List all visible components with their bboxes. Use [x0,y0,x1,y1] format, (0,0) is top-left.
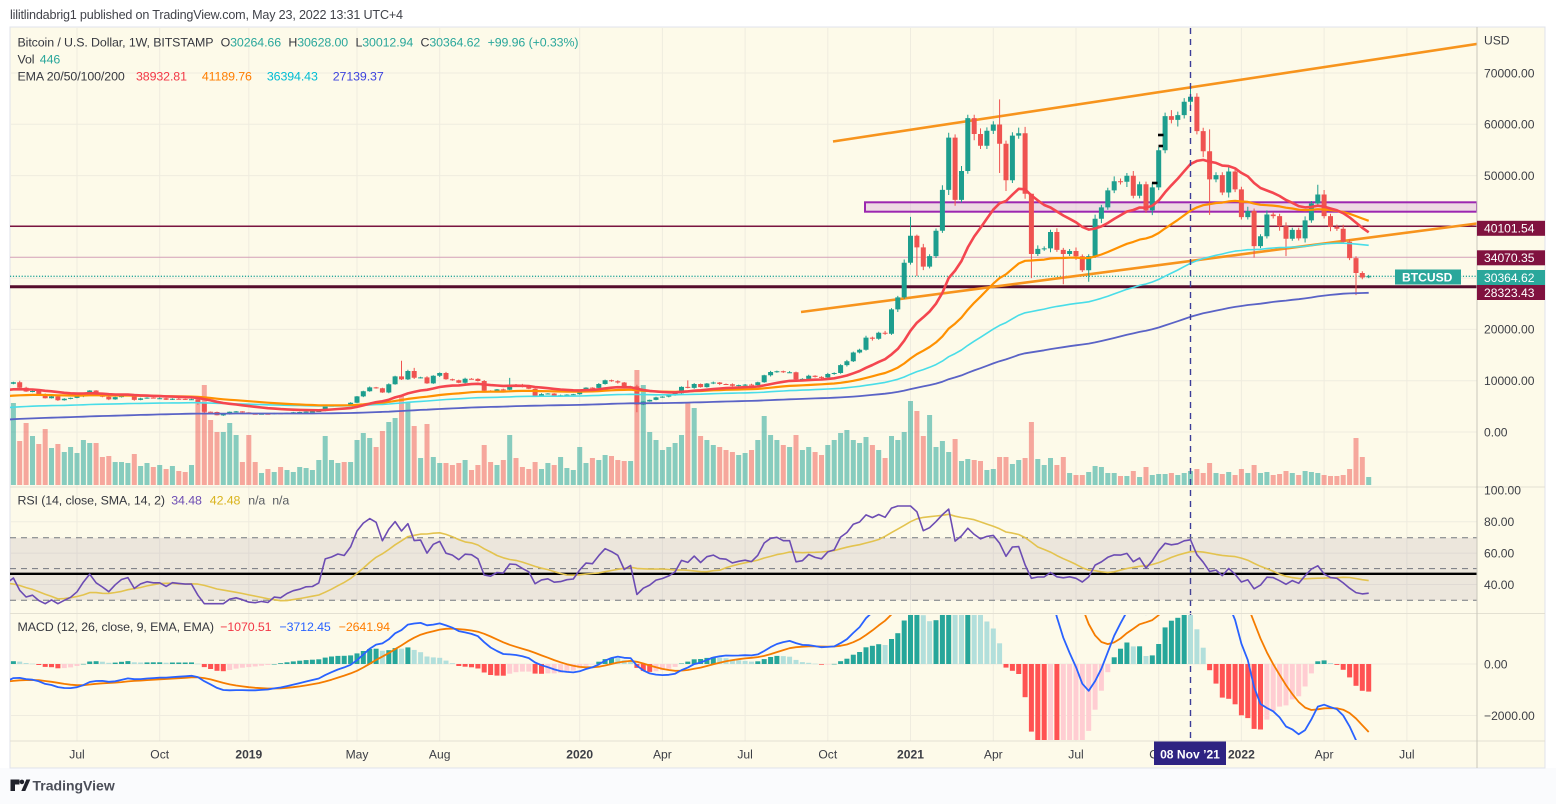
svg-text:80.00: 80.00 [1484,515,1515,529]
svg-text:USD: USD [1484,34,1510,48]
svg-text:60.00: 60.00 [1484,546,1515,560]
svg-text:60000.00: 60000.00 [1484,118,1535,132]
svg-text:Vol 446: Vol 446 [18,53,61,67]
svg-text:Jul: Jul [1399,748,1414,762]
svg-text:Jul: Jul [1068,748,1083,762]
svg-text:Oct: Oct [150,748,169,762]
svg-text:0.00: 0.00 [1484,657,1508,671]
svg-text:28323.43: 28323.43 [1484,286,1535,300]
svg-text:2022: 2022 [1228,748,1255,762]
svg-text:100.00: 100.00 [1484,484,1521,498]
svg-text:Apr: Apr [653,748,672,762]
svg-text:08 Nov ’21: 08 Nov ’21 [1160,748,1220,762]
svg-text:2021: 2021 [897,748,924,762]
svg-text:40.00: 40.00 [1484,578,1515,592]
svg-text:Aug: Aug [429,748,451,762]
svg-text:2019: 2019 [235,748,262,762]
svg-text:TradingView: TradingView [33,778,115,794]
svg-text:40101.54: 40101.54 [1484,222,1535,236]
svg-text:Bitcoin / U.S. Dollar, 1W, BIT: Bitcoin / U.S. Dollar, 1W, BITSTAMP O302… [18,36,579,50]
svg-text:10000.00: 10000.00 [1484,374,1535,388]
svg-text:Apr: Apr [984,748,1003,762]
svg-text:0.00: 0.00 [1484,425,1508,439]
svg-text:BTCUSD: BTCUSD [1402,271,1453,285]
svg-text:−2000.00: −2000.00 [1484,709,1535,723]
svg-text:30364.62: 30364.62 [1484,271,1535,285]
svg-text:Oct: Oct [818,748,837,762]
svg-text:Jul: Jul [737,748,752,762]
svg-text:2020: 2020 [566,748,593,762]
svg-text:MACD (12, 26, close, 9, EMA, E: MACD (12, 26, close, 9, EMA, EMA) −1070.… [18,620,391,634]
svg-text:70000.00: 70000.00 [1484,66,1535,80]
svg-text:Apr: Apr [1315,748,1334,762]
svg-text:50000.00: 50000.00 [1484,169,1535,183]
svg-text:Jul: Jul [69,748,84,762]
svg-text:RSI (14, close, SMA, 14, 2) 3: RSI (14, close, SMA, 14, 2) 34.48 42.48 n/… [18,494,290,508]
svg-text:May: May [346,748,370,762]
svg-text:20000.00: 20000.00 [1484,323,1535,337]
svg-text:34070.35: 34070.35 [1484,251,1535,265]
svg-text:lilitlindabrig1 published on T: lilitlindabrig1 published on TradingView… [10,8,403,22]
